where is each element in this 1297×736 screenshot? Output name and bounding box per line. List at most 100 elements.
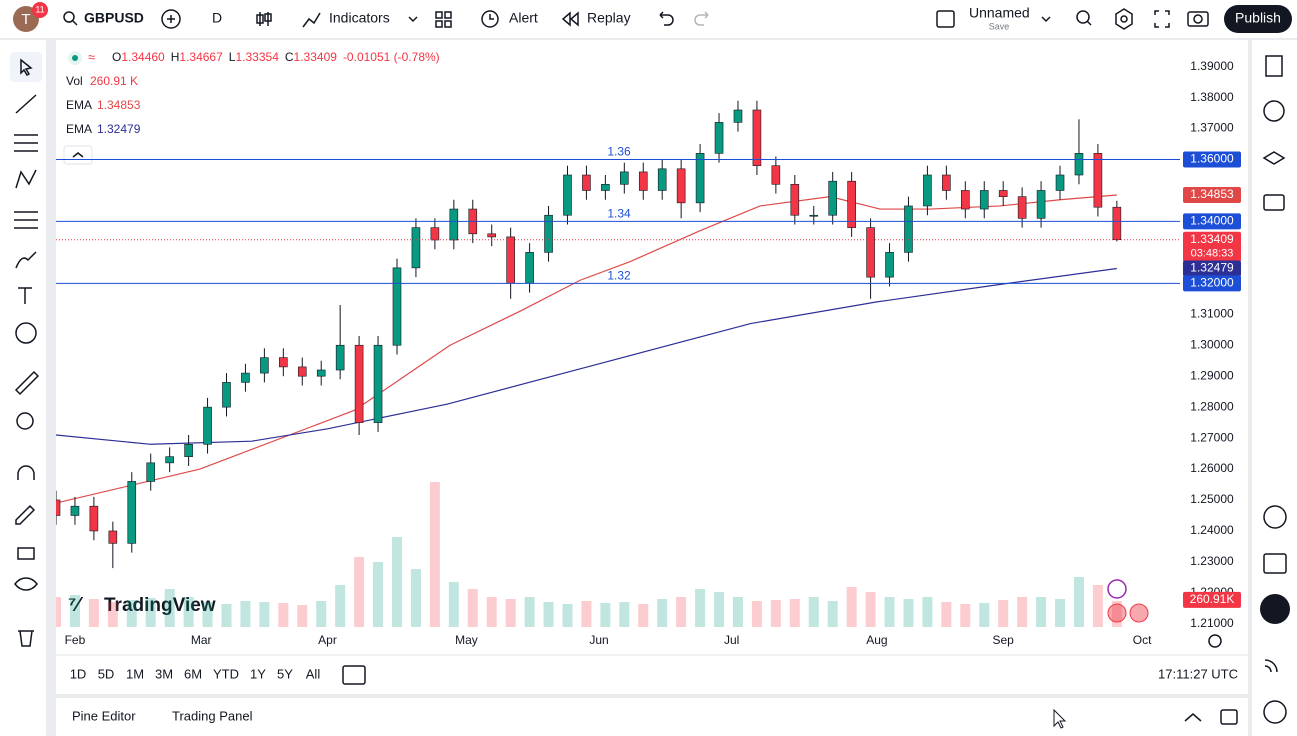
event-flag[interactable]: [1129, 603, 1149, 623]
settings[interactable]: [1115, 8, 1133, 30]
fullscreen[interactable]: [1154, 10, 1170, 28]
timeframe-button[interactable]: All: [306, 666, 321, 681]
candle-body: [335, 344, 345, 371]
y-tick-label: 1.27000: [1190, 430, 1234, 444]
volume-bar: [107, 602, 118, 627]
ema-legend-value: 1.32479: [97, 122, 141, 136]
add-symbol[interactable]: [161, 9, 181, 29]
volume-bar: [941, 602, 952, 627]
y-tick-label: 1.37000: [1190, 121, 1234, 135]
candle-body: [563, 174, 572, 216]
candle-body: [1112, 206, 1122, 241]
brush-tool[interactable]: [15, 251, 37, 269]
trading-panel-tab[interactable]: Trading Panel: [172, 708, 253, 723]
volume-bar: [164, 589, 175, 627]
ruler-tool[interactable]: [14, 370, 40, 396]
volume-bar: [221, 604, 232, 627]
maximize-panel[interactable]: [1220, 709, 1238, 725]
expand-panel[interactable]: [1184, 713, 1202, 722]
replay-icon[interactable]: [561, 11, 579, 27]
candle-body: [733, 109, 743, 123]
cursor-tool[interactable]: [20, 58, 33, 76]
layers[interactable]: [1262, 151, 1286, 165]
pattern-tool[interactable]: [15, 169, 37, 189]
candle-body: [525, 252, 534, 284]
delete-tool[interactable]: [18, 630, 34, 647]
interval[interactable]: D: [212, 10, 222, 26]
search-icon[interactable]: [63, 11, 75, 23]
avatar-letter: T: [21, 11, 30, 28]
candle-body: [771, 165, 781, 185]
settings: [1120, 15, 1128, 23]
y-tick-label: 1.21000: [1190, 616, 1234, 630]
snapshot[interactable]: [1187, 11, 1209, 27]
volume-bar: [145, 598, 156, 627]
candle-body: [1017, 196, 1027, 219]
timeframe-button[interactable]: 6M: [184, 666, 202, 681]
price-badge-label: 1.33409: [1190, 232, 1234, 246]
quick-search[interactable]: [1076, 10, 1090, 24]
alerts-panel[interactable]: [1263, 100, 1285, 122]
forecast-tool[interactable]: [14, 211, 38, 229]
candle-body: [241, 372, 250, 383]
save-label[interactable]: Save: [989, 21, 1010, 31]
layout-checkbox[interactable]: [936, 10, 955, 28]
visibility-tool[interactable]: [14, 577, 38, 591]
candle-body: [714, 122, 724, 154]
right-sidebar: [1252, 40, 1297, 736]
candle-body: [1036, 190, 1046, 219]
target[interactable]: [1263, 505, 1287, 529]
candle-body: [544, 214, 553, 253]
products[interactable]: [1260, 594, 1290, 624]
layout-name[interactable]: Unnamed: [969, 5, 1030, 21]
timeframe-button[interactable]: 5D: [98, 666, 115, 681]
event-icon[interactable]: [1107, 579, 1127, 599]
y-tick-label: 1.29000: [1190, 368, 1234, 382]
indicators-icon[interactable]: [302, 12, 321, 28]
publish-button[interactable]: [1224, 5, 1292, 33]
feed[interactable]: [1264, 659, 1278, 673]
volume-bar: [846, 587, 857, 627]
watchlist[interactable]: [1265, 55, 1283, 77]
timeframe-button[interactable]: 1D: [70, 666, 87, 681]
collapse-legend[interactable]: [63, 145, 93, 165]
candle-body: [601, 183, 610, 191]
date-range[interactable]: [342, 665, 366, 685]
candle-body: [620, 171, 629, 185]
volume-bar: [657, 599, 668, 627]
timeframe-button[interactable]: YTD: [213, 666, 239, 681]
timeframe-button[interactable]: 1Y: [250, 666, 266, 681]
collapse-legend: [72, 152, 84, 158]
alert-button[interactable]: Alert: [509, 10, 538, 26]
text-tool[interactable]: [18, 287, 32, 304]
timeframe-button[interactable]: 1M: [126, 666, 144, 681]
replay-button[interactable]: Replay: [587, 10, 631, 26]
emoji-tool[interactable]: [15, 322, 37, 344]
zoom-tool[interactable]: [16, 412, 34, 430]
fib-tool[interactable]: [14, 134, 38, 152]
timeframe-button[interactable]: 3M: [155, 666, 173, 681]
magnet-tool[interactable]: [17, 465, 35, 480]
chat[interactable]: [1263, 194, 1285, 211]
undo[interactable]: [659, 11, 674, 26]
trendline-tool[interactable]: [15, 94, 37, 114]
ohlc-key: C: [285, 50, 294, 64]
candle-body: [657, 168, 667, 191]
help[interactable]: [1263, 700, 1287, 724]
event-flag[interactable]: [1107, 603, 1127, 623]
redo[interactable]: [694, 11, 709, 26]
pine-editor-tab[interactable]: Pine Editor: [72, 708, 136, 723]
drawing-mode[interactable]: [15, 504, 36, 525]
alert-icon[interactable]: [481, 10, 499, 28]
calendar[interactable]: [1263, 553, 1287, 574]
price-badge: [1183, 275, 1241, 292]
timeframe-button[interactable]: 5Y: [277, 666, 293, 681]
price-badge-label: 1.34000: [1190, 214, 1234, 228]
chevron[interactable]: [408, 16, 418, 23]
axis-settings[interactable]: [1208, 634, 1222, 648]
lock-tool[interactable]: [17, 547, 35, 560]
layout-icon[interactable]: [435, 11, 443, 19]
indicators-button[interactable]: Indicators: [329, 10, 390, 26]
chevron[interactable]: [1041, 16, 1051, 23]
symbol[interactable]: GBPUSD: [84, 10, 144, 26]
